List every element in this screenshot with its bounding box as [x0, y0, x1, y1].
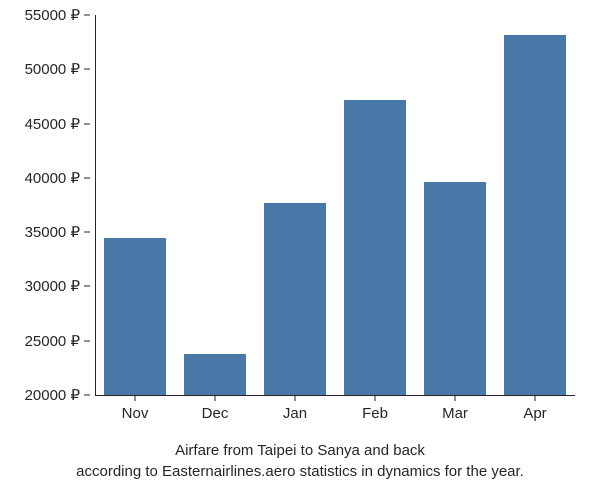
caption-line-2: according to Easternairlines.aero statis…: [0, 461, 600, 482]
x-tick-label: Nov: [122, 405, 149, 422]
y-tick-label: 35000 ₽: [25, 223, 80, 241]
y-tick-label: 20000 ₽: [25, 386, 80, 404]
x-tick-label: Mar: [442, 405, 468, 422]
x-tick-mark: [375, 395, 376, 401]
x-tick-label: Apr: [523, 405, 546, 422]
y-tick-mark: [84, 395, 90, 396]
y-tick-mark: [84, 15, 90, 16]
bar: [504, 35, 566, 395]
y-tick-mark: [84, 286, 90, 287]
x-tick-mark: [215, 395, 216, 401]
x-tick-label: Dec: [202, 405, 229, 422]
bar: [184, 354, 246, 395]
x-tick-mark: [135, 395, 136, 401]
x-tick-label: Feb: [362, 405, 388, 422]
y-tick-label: 55000 ₽: [25, 6, 80, 24]
y-tick-label: 45000 ₽: [25, 115, 80, 133]
x-tick-mark: [535, 395, 536, 401]
x-axis: Nov Dec Jan Feb Mar Apr: [95, 395, 575, 425]
y-tick-mark: [84, 177, 90, 178]
y-tick-label: 50000 ₽: [25, 60, 80, 78]
y-tick-mark: [84, 123, 90, 124]
bar: [344, 100, 406, 395]
bar: [104, 238, 166, 395]
y-tick-mark: [84, 232, 90, 233]
x-tick-mark: [295, 395, 296, 401]
y-axis: 20000 ₽25000 ₽30000 ₽35000 ₽40000 ₽45000…: [0, 15, 90, 395]
y-tick-label: 25000 ₽: [25, 332, 80, 350]
x-tick-label: Jan: [283, 405, 307, 422]
y-tick-mark: [84, 340, 90, 341]
y-tick-label: 40000 ₽: [25, 169, 80, 187]
chart-caption: Airfare from Taipei to Sanya and back ac…: [0, 440, 600, 482]
x-tick-mark: [455, 395, 456, 401]
y-tick-mark: [84, 69, 90, 70]
caption-line-1: Airfare from Taipei to Sanya and back: [0, 440, 600, 461]
bar: [424, 182, 486, 395]
airfare-chart: 20000 ₽ 25000 ₽ 30000 ₽ 35000 ₽ 40000 ₽ 45000…: [0, 0, 600, 500]
bar: [264, 203, 326, 395]
plot-area: [95, 15, 575, 395]
y-tick-label: 30000 ₽: [25, 277, 80, 295]
